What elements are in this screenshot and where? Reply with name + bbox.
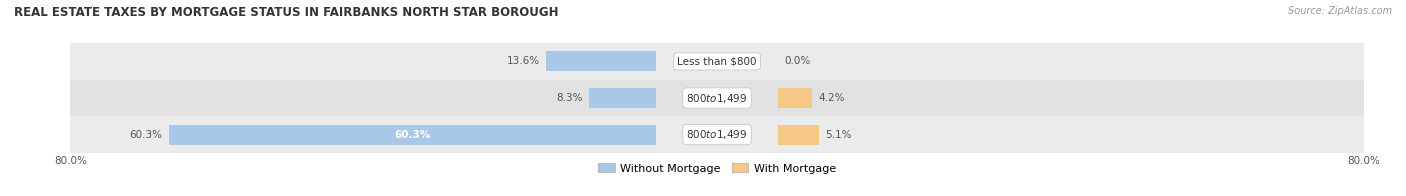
Text: 8.3%: 8.3% <box>557 93 583 103</box>
Bar <box>589 88 657 108</box>
Bar <box>778 124 818 145</box>
Text: $800 to $1,499: $800 to $1,499 <box>686 128 748 141</box>
Bar <box>70 43 1364 80</box>
Text: 0.0%: 0.0% <box>785 56 810 66</box>
Bar <box>169 124 657 145</box>
Bar <box>547 51 657 72</box>
Text: Source: ZipAtlas.com: Source: ZipAtlas.com <box>1288 6 1392 16</box>
Text: Less than $800: Less than $800 <box>678 56 756 66</box>
Bar <box>70 80 1364 116</box>
Text: $800 to $1,499: $800 to $1,499 <box>686 92 748 104</box>
Text: 5.1%: 5.1% <box>825 130 852 140</box>
Text: REAL ESTATE TAXES BY MORTGAGE STATUS IN FAIRBANKS NORTH STAR BOROUGH: REAL ESTATE TAXES BY MORTGAGE STATUS IN … <box>14 6 558 19</box>
Bar <box>778 88 811 108</box>
Text: 60.3%: 60.3% <box>395 130 430 140</box>
Text: 4.2%: 4.2% <box>818 93 845 103</box>
Legend: Without Mortgage, With Mortgage: Without Mortgage, With Mortgage <box>593 159 841 178</box>
Text: 13.6%: 13.6% <box>508 56 540 66</box>
Bar <box>70 116 1364 153</box>
Text: 60.3%: 60.3% <box>129 130 163 140</box>
